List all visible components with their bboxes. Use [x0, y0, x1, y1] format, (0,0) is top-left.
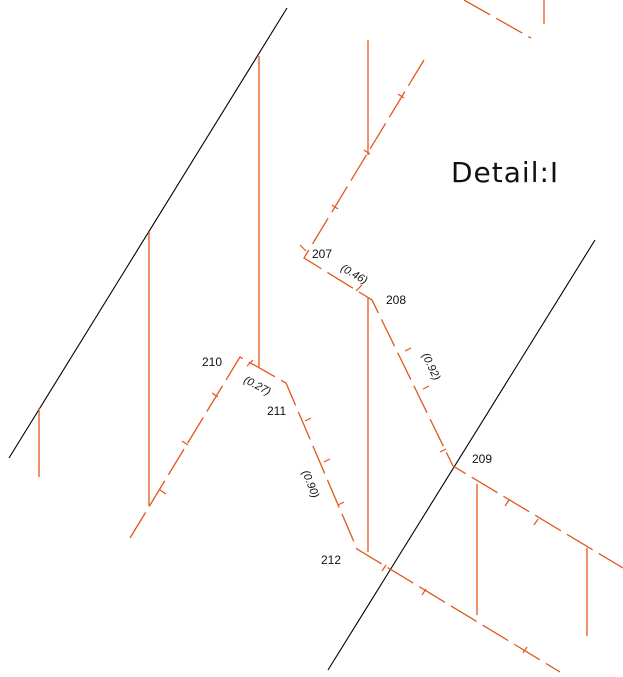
pipe-route-top — [463, 0, 532, 39]
segment-length-211-212: (0.90) — [299, 469, 321, 500]
node-label-211: 211 — [267, 404, 286, 418]
building-edge-left — [8, 7, 288, 459]
node-label-209: 209 — [472, 452, 492, 466]
segment-length-208-209: (0.92) — [419, 351, 442, 382]
node-label-208: 208 — [386, 293, 406, 307]
node-label-210: 210 — [202, 355, 222, 369]
node-label-207: 207 — [312, 247, 332, 261]
pipe-tick-marks — [159, 93, 539, 654]
building-edge-right — [327, 239, 596, 671]
pipe-route-upper — [303, 59, 623, 569]
pipe-route-lower — [129, 356, 561, 673]
node-label-212: 212 — [321, 553, 341, 567]
segment-length-210-211: (0.27) — [242, 374, 273, 398]
detail-title: Detail:I — [451, 156, 559, 189]
segment-length-207-208: (0.46) — [339, 262, 370, 287]
